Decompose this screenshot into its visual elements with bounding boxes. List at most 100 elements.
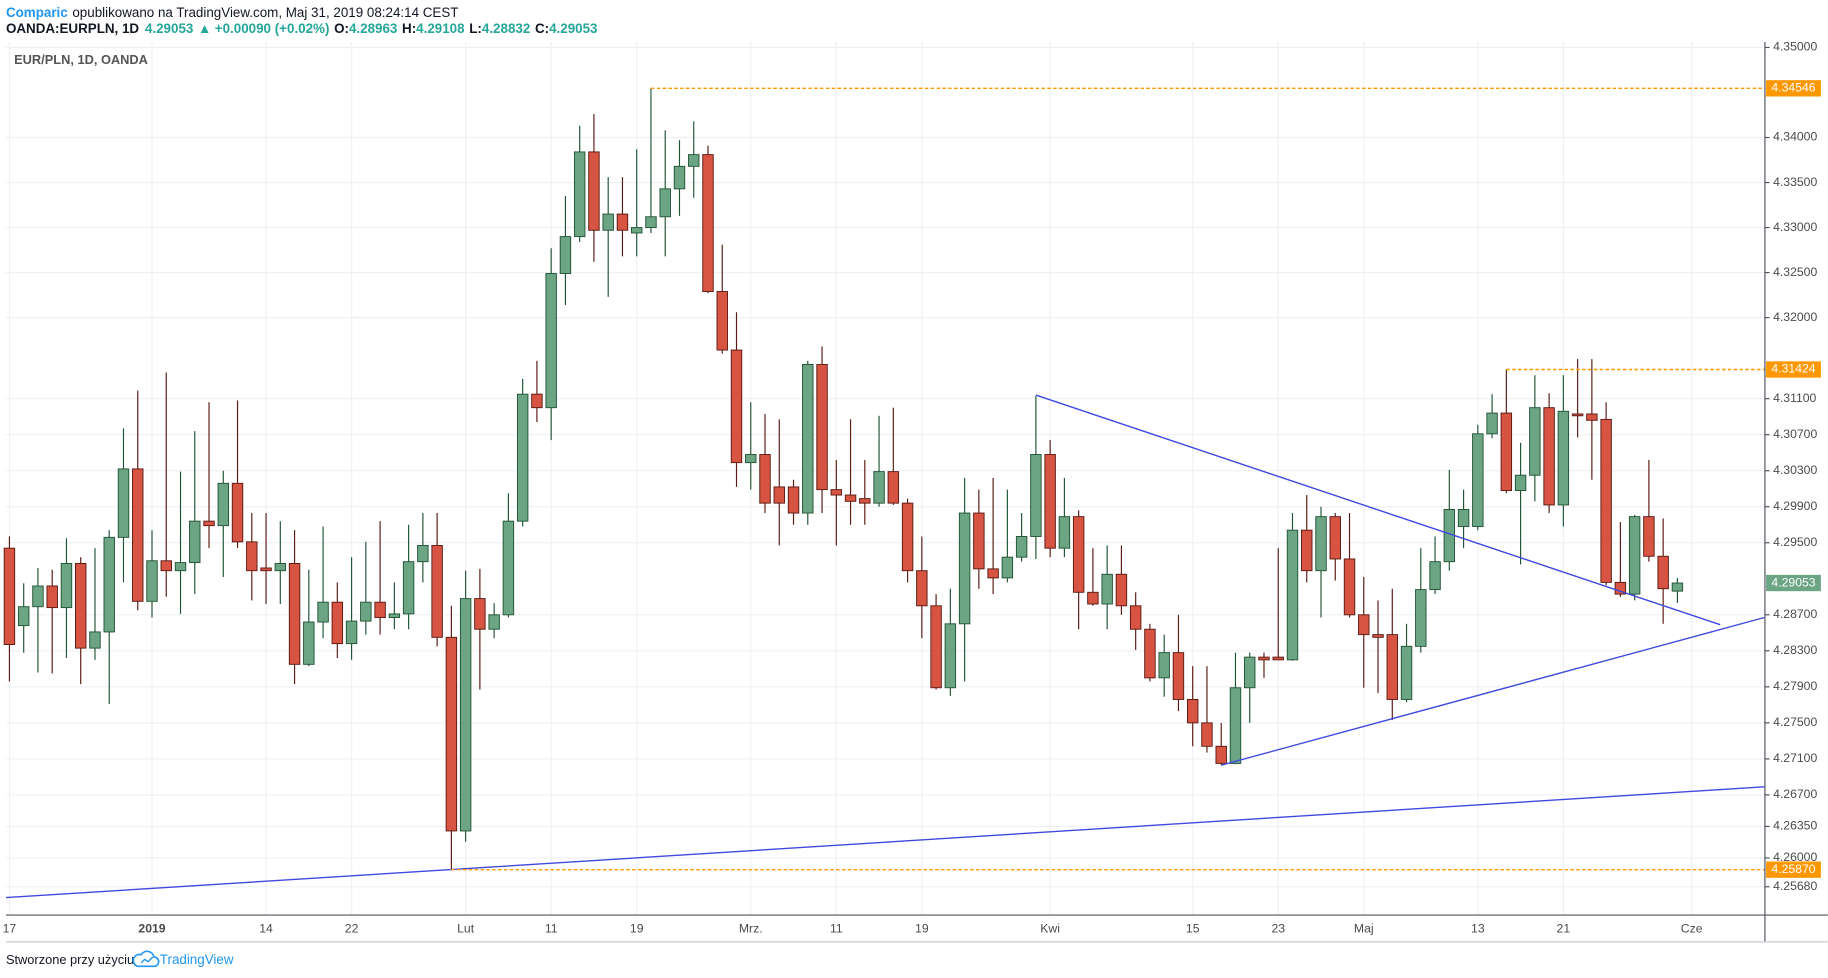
candle xyxy=(958,477,971,682)
candle-body xyxy=(1429,561,1441,591)
candle-body xyxy=(1329,516,1341,560)
candle xyxy=(1529,375,1541,502)
candle xyxy=(1586,359,1598,480)
candle xyxy=(1472,424,1484,531)
candle-body xyxy=(402,561,415,615)
candle-body xyxy=(545,273,557,409)
candle-body xyxy=(360,601,372,622)
candle-body xyxy=(602,213,614,231)
plot xyxy=(3,87,1765,899)
candle xyxy=(1514,442,1527,565)
price-label: 4.31424 xyxy=(1771,362,1815,376)
candle-body xyxy=(46,585,58,609)
candle xyxy=(374,521,386,635)
symbol-line: OANDA:EURPLN, 1D 4.29053 ▲ +0.00090 (+0.02%… xyxy=(6,21,598,36)
candle-body xyxy=(1514,474,1527,491)
price-label-box xyxy=(1766,80,1821,97)
candle-body xyxy=(588,151,600,231)
candle-body xyxy=(1543,407,1555,506)
candle xyxy=(802,360,814,525)
candle xyxy=(1315,506,1327,618)
ohlc-label: H: xyxy=(402,21,416,36)
candle xyxy=(944,588,957,696)
candle xyxy=(873,415,885,507)
price-label: 4.34546 xyxy=(1771,81,1815,95)
candle xyxy=(745,402,757,490)
candle xyxy=(887,407,900,505)
candle-body xyxy=(1500,412,1513,491)
candle xyxy=(1628,514,1641,601)
candle-body xyxy=(445,636,458,832)
candle-body xyxy=(802,363,814,514)
candle xyxy=(573,125,586,242)
candle-body xyxy=(388,613,401,618)
candle-body xyxy=(987,568,999,579)
candle-body xyxy=(431,544,443,638)
candle-body xyxy=(1400,645,1413,700)
author[interactable]: Comparic xyxy=(6,4,68,19)
logo-line xyxy=(140,956,154,964)
candle xyxy=(459,570,472,842)
candle xyxy=(431,513,443,647)
candle-body xyxy=(645,216,657,229)
candle xyxy=(859,459,871,525)
candle-body xyxy=(89,631,101,649)
last-price: 4.29053 xyxy=(145,21,193,36)
x-tick-label: Mrz. xyxy=(739,921,763,935)
candle xyxy=(1643,459,1655,562)
candle-body xyxy=(1529,407,1541,476)
candle-body xyxy=(1343,558,1356,616)
candle xyxy=(659,130,671,257)
publish-line: Comparic opublikowano na TradingView.com,… xyxy=(6,4,459,19)
candle-body xyxy=(488,614,500,630)
symbol: OANDA:EURPLN, 1D xyxy=(6,21,139,36)
ohlc-value: 4.29053 xyxy=(549,21,597,36)
x-tick-label: 19 xyxy=(915,921,929,935)
candle-body xyxy=(816,363,828,491)
candle-body xyxy=(973,512,985,570)
candle xyxy=(1571,359,1584,438)
candle-body xyxy=(117,468,130,538)
candle-body xyxy=(702,154,714,292)
candle xyxy=(1201,666,1213,753)
candle xyxy=(602,177,614,297)
last-price-label: 4.29053 xyxy=(1771,575,1815,589)
candle-body xyxy=(474,598,486,630)
candle xyxy=(1244,652,1256,723)
y-tick-label: 4.29500 xyxy=(1773,535,1817,549)
trendline xyxy=(1035,394,1721,626)
candle xyxy=(730,312,743,487)
ohlc-value: 4.28832 xyxy=(482,21,530,36)
x-tick-label: 21 xyxy=(1557,921,1571,935)
x-tick-label: 23 xyxy=(1271,921,1285,935)
candle xyxy=(89,548,101,660)
candle xyxy=(1272,548,1284,661)
candle-body xyxy=(1258,656,1270,661)
candle-body xyxy=(1643,516,1655,557)
candle-body xyxy=(132,468,144,602)
candle xyxy=(331,582,344,659)
candle xyxy=(445,605,458,870)
candle-body xyxy=(103,536,115,633)
y-tick-label: 4.25680 xyxy=(1773,879,1817,893)
candle xyxy=(189,431,201,595)
footer-brand[interactable]: TradingView xyxy=(160,952,234,967)
brand-logo[interactable] xyxy=(132,950,160,968)
x-tick-label: Cze xyxy=(1681,921,1703,935)
candle-body xyxy=(288,563,301,665)
candle xyxy=(1671,578,1684,603)
ohlc-value: 4.28963 xyxy=(349,21,397,36)
candle xyxy=(417,513,429,583)
candle xyxy=(1358,576,1370,688)
candle-body xyxy=(1457,508,1470,528)
candle xyxy=(231,400,244,549)
y-tick-label: 4.29900 xyxy=(1773,499,1817,513)
trendline xyxy=(5,786,1765,899)
candle xyxy=(630,149,643,257)
ohlc-value: 4.29108 xyxy=(416,21,465,36)
candle xyxy=(132,390,144,611)
candle-body xyxy=(1614,581,1627,595)
candle-body xyxy=(659,188,671,218)
